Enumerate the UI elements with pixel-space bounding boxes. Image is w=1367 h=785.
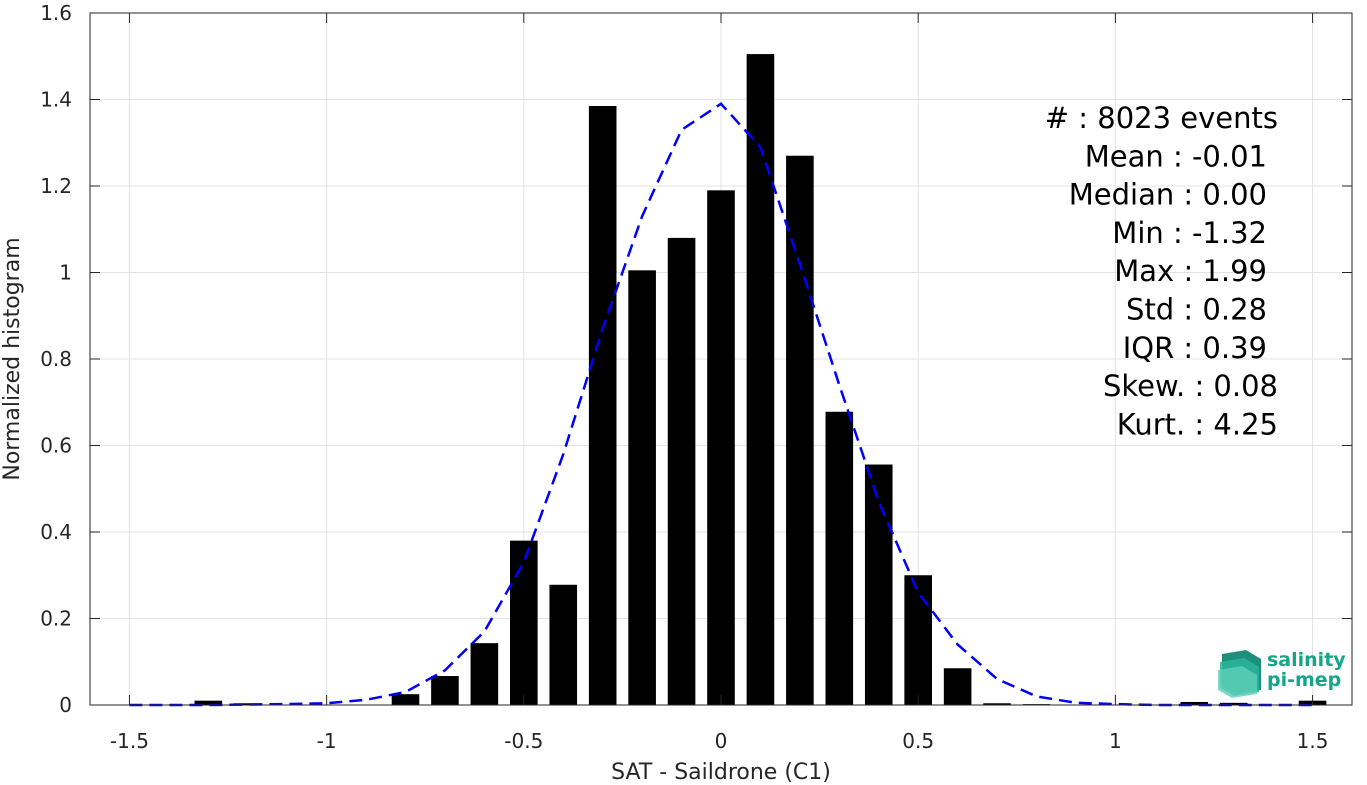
x-tick-labels: -1.5 -1 -0.5 0 0.5 1 1.5 [110, 729, 1329, 753]
y-axis-label: Normalized histogram [0, 237, 25, 480]
x-tick-label: -1 [317, 729, 337, 753]
histogram-bar [470, 643, 499, 705]
y-tick-label: 0.6 [40, 434, 72, 458]
stats-line: Median : 0.00 [1069, 178, 1267, 212]
axis-ticks [90, 12, 1352, 706]
histogram-bar [233, 703, 262, 705]
histogram-bar [707, 190, 735, 705]
histogram-bar [667, 237, 696, 705]
stats-line: # : 8023 events [1045, 101, 1278, 135]
y-tick-label: 1.4 [40, 88, 72, 112]
histogram-bar [1219, 702, 1248, 705]
histogram-bar [904, 575, 932, 705]
histogram-bar [194, 700, 223, 705]
histogram-bar [825, 411, 854, 705]
x-tick-label: -0.5 [504, 729, 543, 753]
y-tick-label: 1.2 [40, 174, 72, 198]
stats-line: Std : 0.28 [1126, 293, 1267, 327]
y-tick-label: 0 [59, 693, 72, 717]
y-tick-label: 1 [59, 261, 72, 285]
y-tick-label: 0.2 [40, 607, 72, 631]
histogram-bar [943, 668, 972, 705]
histogram-bar [588, 105, 617, 706]
histogram-bar [864, 464, 893, 705]
y-tick-label: 1.6 [40, 1, 72, 25]
histogram-bar [391, 694, 420, 705]
y-tick-labels: 0 0.2 0.4 0.6 0.8 1 1.2 1.4 1.6 [40, 1, 72, 717]
stats-line: Skew. : 0.08 [1103, 369, 1278, 403]
histogram-bar [983, 703, 1011, 705]
histogram-bar [549, 584, 578, 705]
x-tick-label: 0 [715, 729, 728, 753]
logo-line2: pi-mep [1267, 669, 1341, 691]
x-tick-label: 1.5 [1297, 729, 1329, 753]
stats-annotation: # : 8023 events Mean : -0.01 Median : 0.00… [1045, 101, 1278, 441]
histogram-bar [1180, 701, 1209, 705]
x-tick-label: 1 [1109, 729, 1122, 753]
y-tick-label: 0.8 [40, 347, 72, 371]
logo-line1: salinity [1267, 649, 1346, 671]
histogram-bar [746, 54, 775, 705]
y-tick-label: 0.4 [40, 520, 72, 544]
bars [194, 54, 1327, 706]
stats-line: Kurt. : 4.25 [1117, 407, 1278, 441]
stats-line: IQR : 0.39 [1123, 331, 1267, 365]
x-tick-label: 0.5 [902, 729, 934, 753]
x-axis-label: SAT - Saildrone (C1) [611, 760, 831, 785]
salinity-pi-mep-logo: salinity pi-mep [1218, 649, 1346, 698]
stats-line: Min : -1.32 [1112, 216, 1267, 250]
logo-mark-icon [1218, 650, 1261, 698]
gaussian-fit-curve [129, 102, 1313, 707]
histogram-bar [786, 155, 814, 706]
stats-line: Mean : -0.01 [1085, 139, 1267, 173]
x-tick-label: -1.5 [110, 729, 149, 753]
histogram-bar [431, 676, 459, 705]
histogram-bar [628, 270, 656, 705]
histogram-bar [510, 540, 538, 705]
stats-line: Max : 1.99 [1114, 254, 1267, 288]
